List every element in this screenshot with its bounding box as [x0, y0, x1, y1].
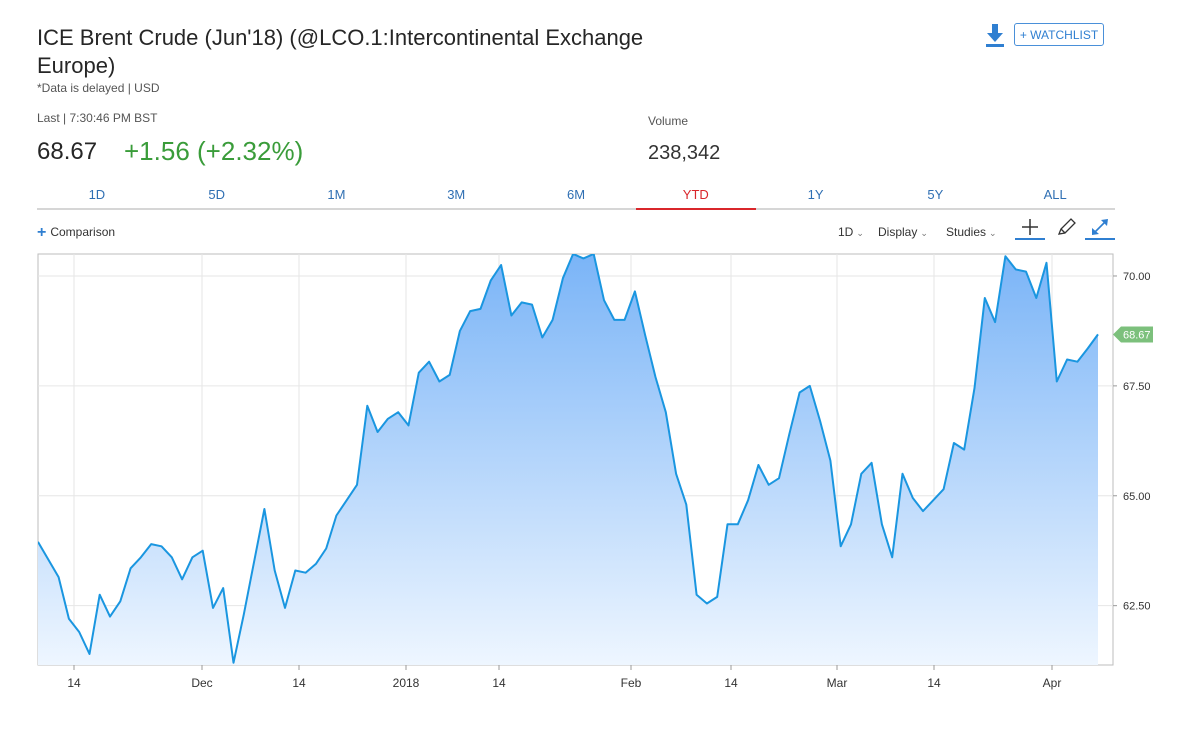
chevron-down-icon: ⌄ [920, 228, 928, 238]
crosshair-icon [1022, 219, 1038, 235]
tab-6m[interactable]: 6M [566, 187, 586, 202]
tab-1d[interactable]: 1D [88, 187, 106, 202]
watchlist-button[interactable]: + WATCHLIST [1014, 23, 1104, 46]
studies-label: Studies [946, 225, 987, 239]
display-dropdown[interactable]: Display ⌄ [878, 225, 928, 239]
x-tick-label: 14 [67, 676, 81, 690]
tab-5d[interactable]: 5D [208, 187, 225, 202]
price-line [38, 254, 1099, 664]
x-tick-label: 14 [927, 676, 941, 690]
x-tick-label: 14 [492, 676, 506, 690]
y-tick-label: 70.00 [1123, 271, 1151, 283]
tab-1y[interactable]: 1Y [807, 187, 824, 202]
comparison-button[interactable]: + Comparison [37, 224, 115, 242]
x-tick-label: Dec [191, 676, 212, 690]
tab-ytd[interactable]: YTD [635, 184, 756, 210]
crosshair-button[interactable] [1015, 216, 1045, 240]
interval-label: 1D [838, 225, 854, 239]
tab-1m[interactable]: 1M [327, 187, 346, 202]
volume-label: Volume [648, 114, 689, 128]
pencil-icon [1057, 218, 1076, 235]
chevron-down-icon: ⌄ [989, 228, 997, 238]
fullscreen-button[interactable] [1085, 216, 1115, 240]
y-tick-label: 67.50 [1123, 381, 1151, 393]
tab-5y[interactable]: 5Y [927, 187, 944, 202]
x-tick-label: 2018 [393, 676, 420, 690]
draw-button[interactable] [1051, 216, 1081, 240]
studies-dropdown[interactable]: Studies ⌄ [946, 225, 997, 239]
comparison-label: Comparison [50, 225, 116, 239]
y-tick-label: 65.00 [1123, 491, 1151, 503]
x-tick-label: Mar [827, 676, 848, 690]
x-tick-label: Feb [621, 676, 642, 690]
x-tick-label: 14 [292, 676, 306, 690]
tab-all[interactable]: ALL [1043, 187, 1067, 202]
page-title: ICE Brent Crude (Jun'18) (@LCO.1:Interco… [37, 25, 644, 78]
volume-value: 238,342 [648, 142, 721, 164]
last-update-label: Last | 7:30:46 PM BST [37, 111, 158, 125]
chevron-down-icon: ⌄ [856, 228, 864, 238]
range-tabs: 1D 5D 1M 3M 6M YTD 1Y 5Y ALL [37, 184, 1115, 210]
y-tick-label: 62.50 [1123, 601, 1151, 613]
download-icon[interactable] [985, 24, 1005, 48]
tab-3m[interactable]: 3M [447, 187, 466, 202]
last-price: 68.67 [37, 138, 98, 165]
data-delayed-note: *Data is delayed | USD [37, 81, 160, 95]
expand-icon [1092, 219, 1108, 235]
x-tick-label: 14 [724, 676, 738, 690]
price-area [38, 254, 1098, 665]
x-tick-label: Apr [1043, 676, 1062, 690]
last-value-marker [1113, 326, 1153, 343]
interval-dropdown[interactable]: 1D ⌄ [838, 225, 864, 239]
price-change: +1.56 (+2.32%) [124, 136, 304, 166]
display-label: Display [878, 225, 918, 239]
last-value-label: 68.67 [1123, 329, 1151, 341]
plus-icon: + [37, 224, 47, 241]
